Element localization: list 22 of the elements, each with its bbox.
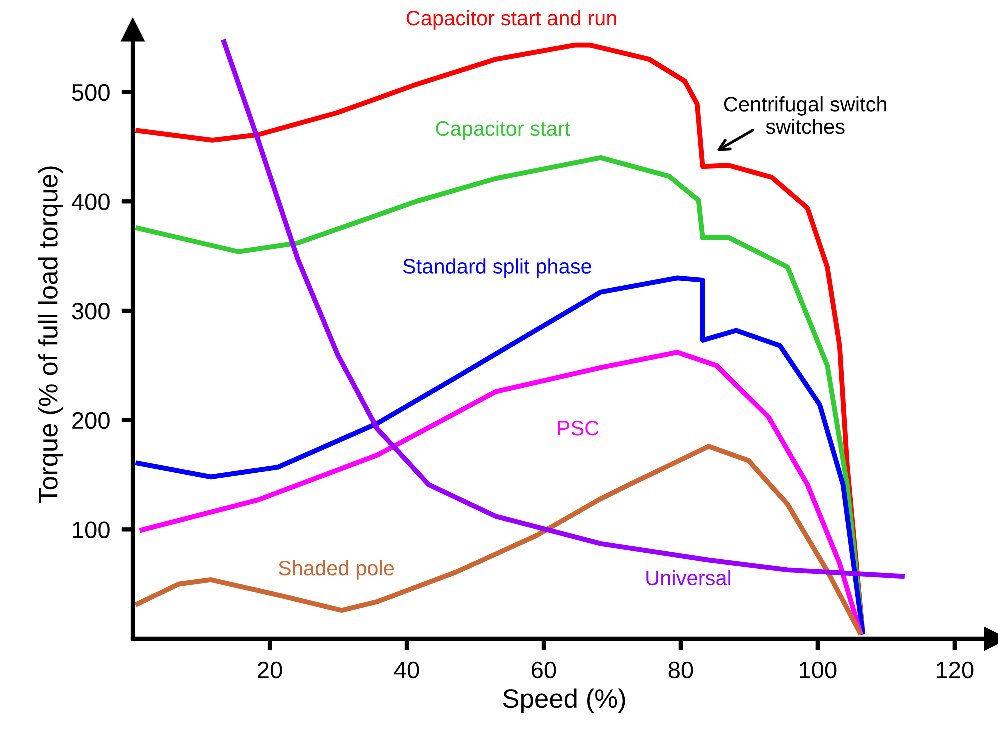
line-series bbox=[137, 350, 864, 638]
x-axis-title: Speed (%) bbox=[503, 688, 626, 714]
text: PSC bbox=[558, 421, 599, 436]
series-label: Standard split phase bbox=[403, 258, 592, 278]
x-tick-label: 100 bbox=[800, 662, 837, 679]
x-tick-label: 60 bbox=[532, 662, 556, 679]
y-axis-title: Torque (% of full load torque) bbox=[38, 166, 64, 504]
x-tick-label: 20 bbox=[258, 662, 282, 679]
series-label: Shaded pole bbox=[278, 560, 394, 580]
series-label: Capacitor start bbox=[436, 120, 570, 140]
x-tick-label: 40 bbox=[394, 662, 420, 679]
y-tick-label: 100 bbox=[73, 522, 110, 538]
x-tick-label: 80 bbox=[668, 662, 694, 679]
series-label: Universal bbox=[646, 570, 731, 586]
series-label: Capacitor start and run bbox=[406, 10, 616, 30]
line-series bbox=[133, 444, 864, 638]
y-tick-label: 500 bbox=[72, 84, 110, 102]
x-tick-label: 120 bbox=[937, 662, 974, 679]
y-tick-label: 200 bbox=[72, 412, 110, 430]
y-tick-label: 400 bbox=[72, 194, 110, 210]
annotation: Centrifugal switch switches bbox=[724, 96, 886, 134]
y-tick-label: 300 bbox=[72, 303, 110, 320]
